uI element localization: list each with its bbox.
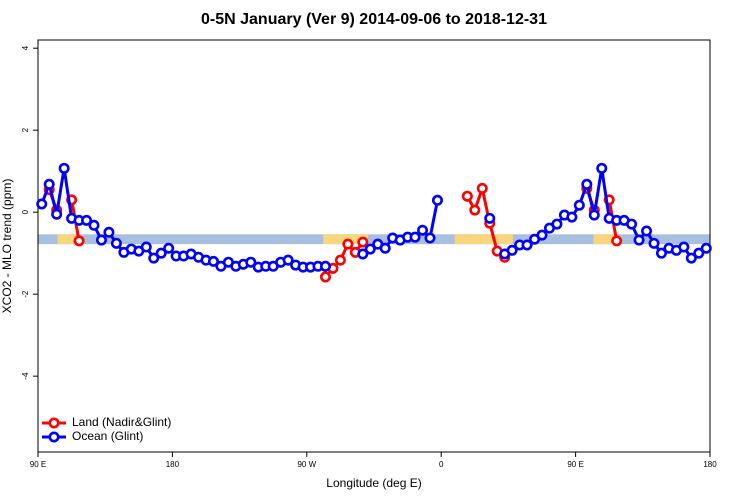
x-tick-label: 0 xyxy=(439,460,444,469)
data-point xyxy=(693,247,705,259)
data-point xyxy=(581,178,593,190)
data-point xyxy=(51,208,63,220)
data-point xyxy=(379,242,391,254)
data-point xyxy=(110,237,122,249)
x-tick-label: 90 E xyxy=(567,460,583,469)
data-point xyxy=(163,242,175,254)
data-point xyxy=(573,199,585,211)
data-point xyxy=(36,198,48,210)
y-tick-label: 2 xyxy=(21,127,30,132)
data-point xyxy=(551,218,563,230)
data-point xyxy=(648,237,660,249)
data-point xyxy=(536,229,548,241)
data-point xyxy=(566,211,578,223)
data-point xyxy=(596,162,608,174)
ocean-band xyxy=(38,234,710,245)
y-tick-label: -2 xyxy=(21,290,30,298)
data-point xyxy=(207,255,219,267)
data-point xyxy=(476,182,488,194)
data-point xyxy=(282,254,294,266)
x-tick-label: 180 xyxy=(166,460,180,469)
legend-label: Land (Nadir&Glint) xyxy=(72,415,171,429)
data-point xyxy=(319,271,331,283)
data-point xyxy=(641,225,653,237)
data-point xyxy=(357,236,369,248)
data-point xyxy=(431,194,443,206)
y-tick-label: -4 xyxy=(21,372,30,380)
land-band xyxy=(593,234,616,245)
data-point xyxy=(469,204,481,216)
data-point xyxy=(588,209,600,221)
data-point xyxy=(424,232,436,244)
y-axis-label: XCO2 - MLO trend (ppm) xyxy=(0,179,14,314)
y-tick-label: 4 xyxy=(21,45,30,50)
x-tick-label: 180 xyxy=(703,460,717,469)
x-axis-label: Longitude (deg E) xyxy=(326,476,421,490)
data-point xyxy=(88,219,100,231)
data-point xyxy=(626,218,638,230)
data-point xyxy=(140,241,152,253)
data-point xyxy=(319,260,331,272)
data-point xyxy=(73,235,85,247)
data-point xyxy=(103,226,115,238)
data-point xyxy=(43,178,55,190)
data-point xyxy=(409,231,421,243)
data-point xyxy=(521,239,533,251)
data-point xyxy=(655,247,667,259)
data-point xyxy=(81,214,93,226)
chart-title: 0-5N January (Ver 9) 2014-09-06 to 2018-… xyxy=(201,11,547,28)
land-band xyxy=(454,234,513,245)
data-point xyxy=(95,234,107,246)
x-tick-label: 90 W xyxy=(297,460,316,469)
data-point xyxy=(685,252,697,264)
data-point xyxy=(461,190,473,202)
legend-marker xyxy=(48,431,60,443)
data-point xyxy=(678,241,690,253)
data-point xyxy=(633,234,645,246)
data-point xyxy=(417,224,429,236)
x-tick-label: 90 E xyxy=(30,460,46,469)
land-band xyxy=(57,234,80,245)
data-point xyxy=(58,162,70,174)
data-point xyxy=(364,243,376,255)
data-point xyxy=(245,256,257,268)
data-point xyxy=(700,242,712,254)
data-point xyxy=(155,247,167,259)
legend-label: Ocean (Glint) xyxy=(72,429,143,443)
data-point xyxy=(506,244,518,256)
data-point xyxy=(334,254,346,266)
data-point xyxy=(611,235,623,247)
data-point xyxy=(342,238,354,250)
data-point xyxy=(357,248,369,260)
data-point xyxy=(484,212,496,224)
data-point xyxy=(148,252,160,264)
y-tick-label: 0 xyxy=(21,209,30,214)
legend-marker xyxy=(48,417,60,429)
